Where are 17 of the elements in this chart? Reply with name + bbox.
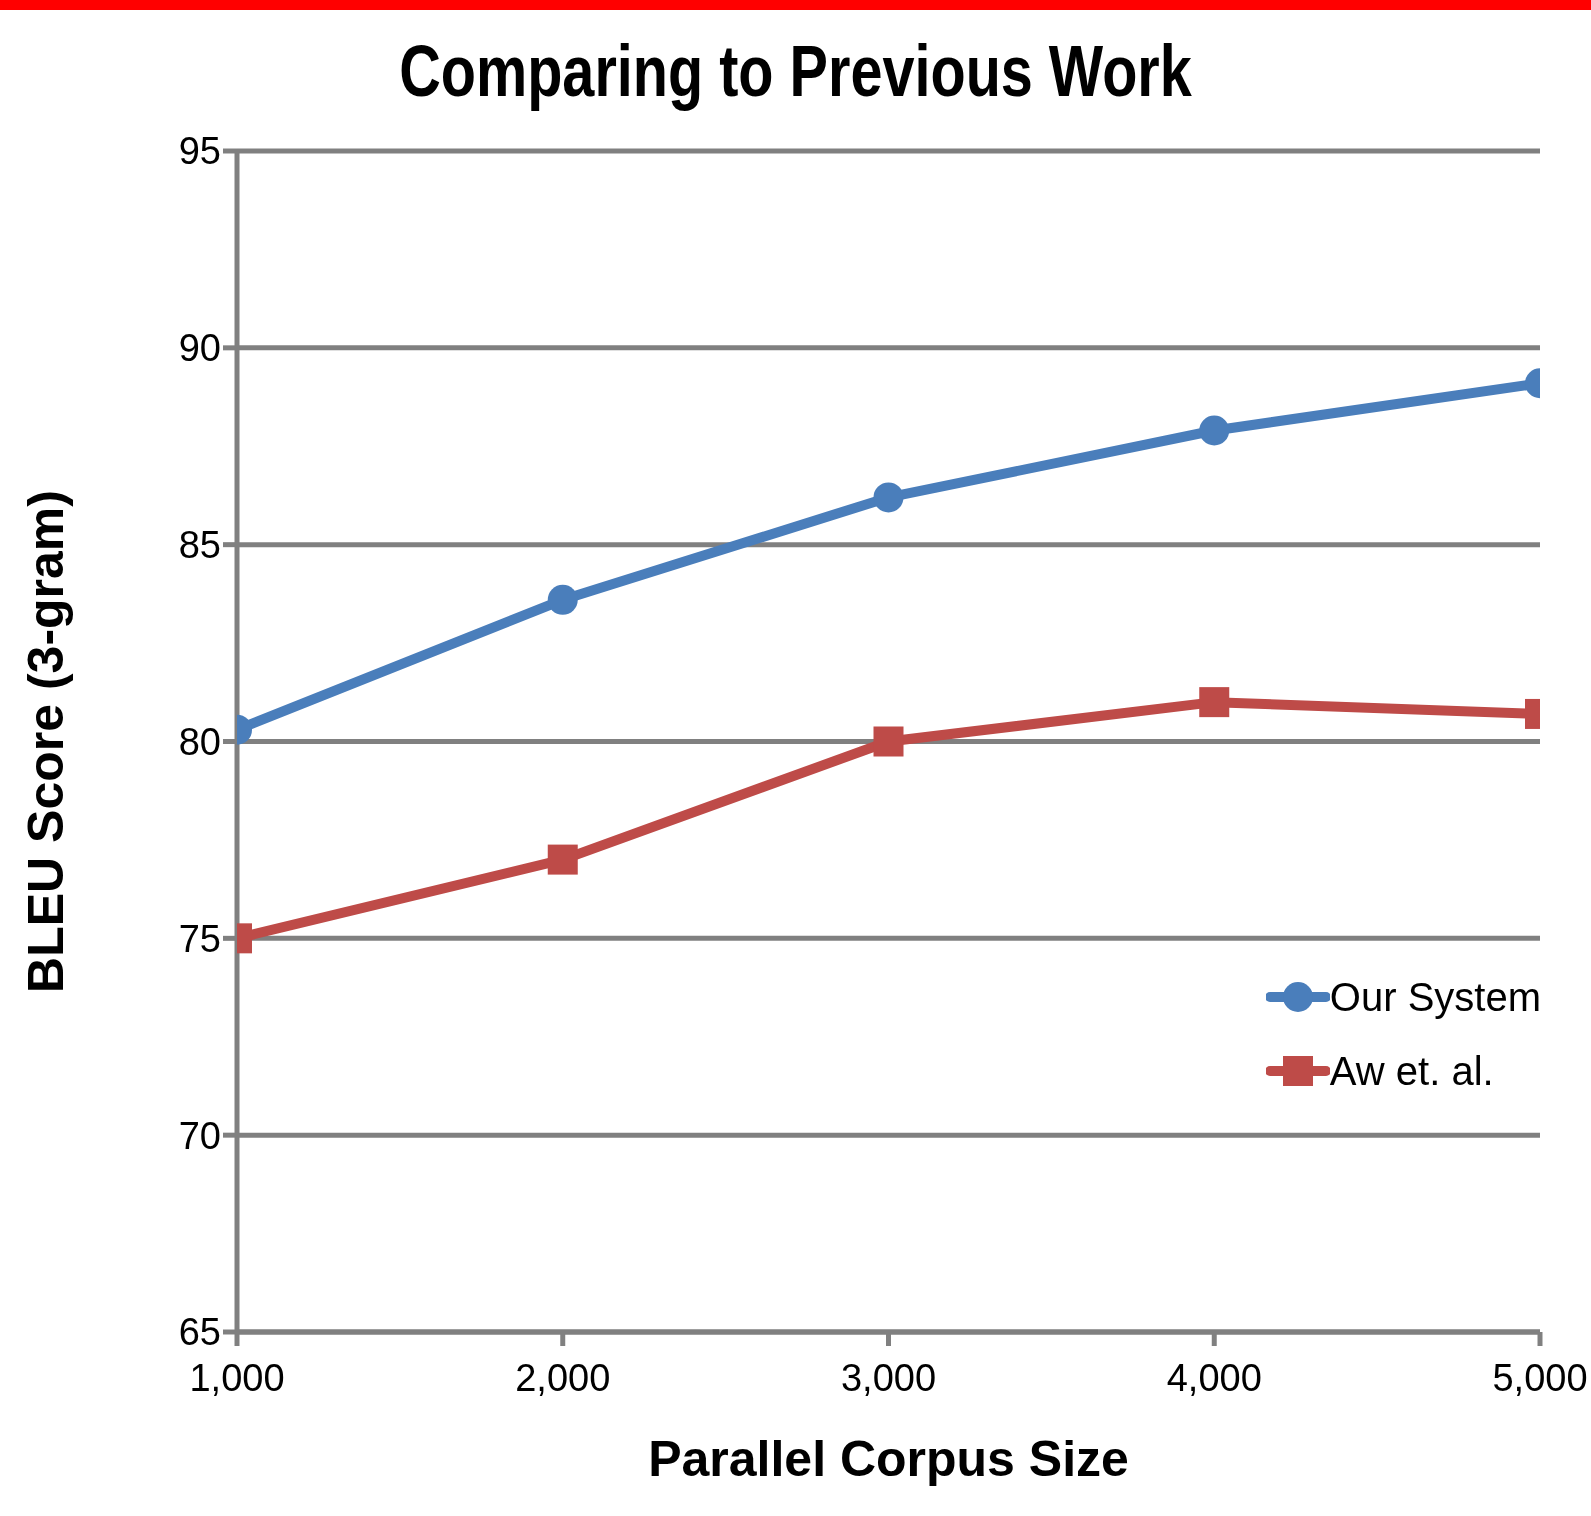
x-tick-label: 4,000 [1166,1356,1262,1399]
y-tick-label: 75 [178,917,221,960]
y-tick-label: 85 [178,524,221,567]
chart-title: Comparing to Previous Work [398,30,1193,112]
x-tick-label: 2,000 [515,1356,611,1399]
legend-label: Our System [1329,974,1541,1021]
y-tick-label: 95 [178,130,221,173]
legend-label: Aw et. al. [1329,1048,1494,1095]
x-tick-label: 3,000 [840,1356,937,1399]
y-tick-label: 70 [178,1114,221,1157]
y-tick-label: 65 [178,1311,221,1354]
y-tick-label: 90 [178,327,221,370]
x-tick-label: 5,000 [1492,1356,1588,1399]
x-axis-title: Parallel Corpus Size [648,1431,1129,1487]
y-tick-label: 80 [178,720,221,763]
x-tick-label: 1,000 [189,1356,285,1399]
y-axis-title: BLEU Score (3-gram) [17,490,74,993]
